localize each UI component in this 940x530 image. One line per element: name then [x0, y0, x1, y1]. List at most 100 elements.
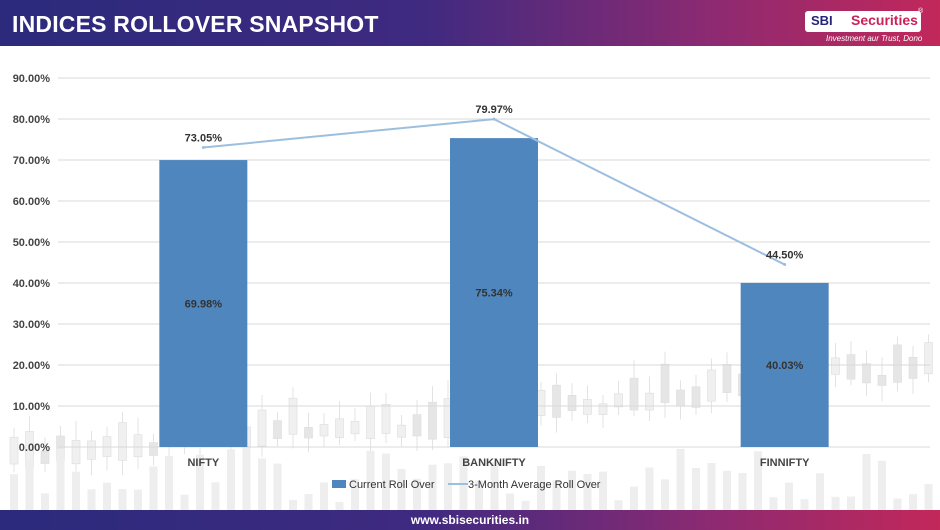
volume-bar [645, 467, 654, 510]
y-tick-label: 30.00% [13, 319, 51, 331]
volume-bar [103, 482, 111, 510]
y-tick-label: 10.00% [13, 401, 51, 413]
candle-body [9, 436, 19, 465]
line-point [201, 145, 205, 149]
header-banner: INDICES ROLLOVER SNAPSHOT SBI Securities… [0, 0, 940, 46]
volume-bar [583, 473, 592, 510]
candle-body [319, 424, 329, 437]
y-tick-label: 0.00% [19, 442, 50, 454]
candle-body [645, 392, 654, 411]
volume-bar [273, 463, 282, 510]
candle-body [71, 440, 81, 465]
volume-bar [351, 479, 359, 510]
volume-bar [723, 470, 731, 510]
x-category-label: BANKNIFTY [462, 457, 526, 469]
candle-body [908, 357, 918, 379]
volume-bar [196, 454, 204, 510]
volume-bar [831, 496, 840, 510]
candle-body [304, 427, 313, 439]
candle-body [552, 384, 561, 418]
chart-legend: Current Roll Over 3-Month Average Roll Ov… [332, 479, 601, 491]
volume-bar [924, 484, 933, 510]
volume-bar [862, 453, 871, 510]
volume-bar [366, 450, 375, 510]
candle-body [893, 344, 902, 383]
candle-body [133, 434, 143, 458]
footer-url[interactable]: www.sbisecurities.in [410, 513, 530, 527]
volume-bar [614, 500, 623, 510]
volume-bar [769, 497, 778, 510]
candle-body [924, 342, 933, 375]
volume-bar [304, 493, 313, 510]
candle-body [428, 401, 437, 440]
volume-bar [707, 463, 716, 510]
bar-banknifty[interactable] [450, 138, 538, 447]
volume-bar [72, 471, 80, 510]
volume-bar [397, 468, 406, 510]
volume-bar [847, 496, 855, 510]
volume-bar [382, 453, 390, 510]
y-tick-label: 60.00% [13, 196, 51, 208]
candle-body [629, 377, 639, 411]
line-point [492, 117, 496, 121]
legend-swatch-bar [332, 480, 346, 488]
y-tick-label: 80.00% [13, 114, 51, 126]
volume-bar [738, 473, 747, 510]
volume-bar [676, 448, 685, 510]
volume-bar [180, 494, 189, 510]
volume-bar [165, 455, 173, 510]
candle-body [412, 414, 422, 437]
volume-bar [521, 500, 530, 510]
page-title: INDICES ROLLOVER SNAPSHOT [12, 11, 379, 37]
y-tick-label: 50.00% [13, 237, 51, 249]
line-point [783, 263, 787, 267]
candle-body [273, 420, 282, 439]
line-value-label: 79.97% [475, 104, 513, 116]
candle-body [257, 409, 267, 447]
candle-body [846, 354, 856, 380]
bar-finnifty[interactable] [740, 282, 829, 447]
volume-bar [692, 467, 700, 510]
line-value-label: 44.50% [766, 250, 804, 262]
volume-bar [909, 494, 917, 510]
volume-bar [258, 458, 266, 510]
candle-body [877, 375, 887, 386]
candle-body [660, 363, 670, 403]
candle-body [87, 440, 96, 460]
candle-body [722, 364, 732, 393]
volume-bar [41, 493, 49, 510]
candle-body [691, 386, 701, 408]
x-category-label: FINNIFTY [760, 457, 810, 469]
logo-tagline: Investment aur Trust, Dono [826, 34, 923, 43]
sbi-securities-logo: SBI Securities [805, 11, 921, 32]
candle-body [862, 363, 871, 384]
candle-body [350, 420, 360, 435]
candle-body [583, 399, 592, 415]
volume-bar [56, 448, 65, 510]
candle-body [288, 397, 298, 435]
legend-label-current: Current Roll Over [349, 479, 435, 491]
y-tick-label: 90.00% [13, 73, 51, 85]
candle-body [614, 393, 623, 408]
volume-bar [893, 498, 902, 510]
y-tick-label: 20.00% [13, 360, 51, 372]
volume-bar [785, 482, 793, 510]
volume-bar [320, 482, 328, 510]
volume-bar [335, 501, 344, 510]
bar-nifty[interactable] [159, 160, 248, 447]
logo-securities-text: Securities [851, 12, 918, 28]
volume-bar [87, 489, 96, 510]
candle-body [381, 403, 391, 434]
volume-bar [211, 482, 220, 510]
volume-bar [149, 466, 158, 510]
volume-bar [134, 489, 142, 510]
volume-bar [428, 464, 437, 510]
footer-banner: www.sbisecurities.in [0, 510, 940, 530]
legend-label-average: 3-Month Average Roll Over [468, 479, 601, 491]
candle-body [335, 418, 344, 438]
volume-bar [537, 465, 545, 510]
volume-bar [490, 462, 499, 510]
line-value-label: 73.05% [185, 132, 223, 144]
candle-body [40, 450, 50, 464]
